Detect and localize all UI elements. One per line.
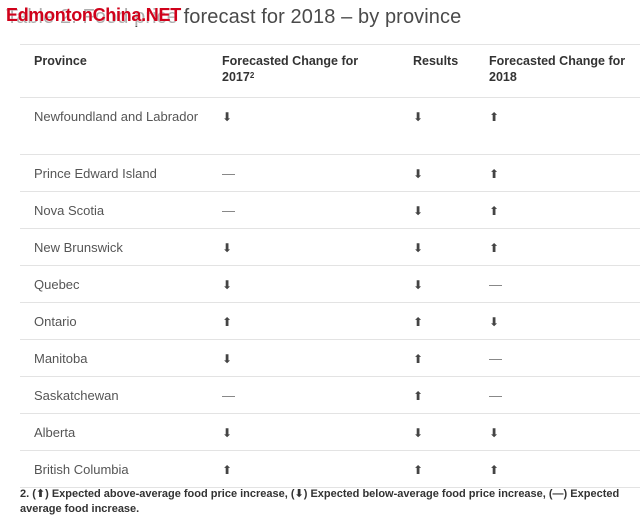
change-2018-cell: ⬆ [475,450,640,488]
up-arrow-icon: ⬆ [489,204,500,218]
change-2017-cell: ⬇ [208,339,399,377]
province-cell: Prince Edward Island [20,154,208,192]
down-arrow-icon: ⬇ [413,110,424,124]
header-province: Province [20,44,208,98]
forecast-table: Province Forecasted Change for 20172 Res… [20,44,640,488]
down-arrow-icon: ⬇ [222,110,233,124]
results-cell: ⬆ [399,450,475,488]
results-cell: ⬆ [399,302,475,340]
down-arrow-icon: ⬇ [222,241,233,255]
table-row: Nova Scotia — ⬇ ⬆ [20,191,640,229]
footnote: 2. (⬆) Expected above-average food price… [20,488,620,515]
header-results: Results [399,44,475,98]
header-change-2018: Forecasted Change for 2018 [475,44,640,98]
change-2017-cell: ⬆ [208,450,399,488]
table-body: Newfoundland and Labrador ⬇ ⬇ ⬆ Prince Edwar… [20,97,640,488]
watermark-logo: EdmontonChina.NET [6,5,183,26]
footnote-marker: 2 [249,71,255,80]
change-2017-cell: ⬇ [208,97,399,155]
table-row: British Columbia ⬆ ⬆ ⬆ [20,450,640,488]
results-cell: ⬇ [399,228,475,266]
province-cell: Alberta [20,413,208,451]
results-cell: ⬇ [399,265,475,303]
header-change-2017: Forecasted Change for 20172 [208,44,399,98]
province-cell: Quebec [20,265,208,303]
up-arrow-icon: ⬆ [413,352,424,366]
down-arrow-icon: ⬇ [413,426,424,440]
dash-icon: — [222,166,235,181]
change-2018-cell: ⬇ [475,302,640,340]
up-arrow-icon: ⬆ [489,241,500,255]
change-2017-cell: ⬆ [208,302,399,340]
table-row: Ontario ⬆ ⬆ ⬇ [20,302,640,340]
dash-icon: — [489,277,502,292]
header-row: Province Forecasted Change for 20172 Res… [20,44,640,98]
change-2017-cell: — [208,191,399,229]
down-arrow-icon: ⬇ [489,315,500,329]
down-arrow-icon: ⬇ [413,241,424,255]
up-arrow-icon: ⬆ [489,110,500,124]
up-arrow-icon: ⬆ [413,463,424,477]
dash-icon: — [489,388,502,403]
up-arrow-icon: ⬆ [489,167,500,181]
province-cell: New Brunswick [20,228,208,266]
province-cell: Saskatchewan [20,376,208,414]
up-arrow-icon: ⬆ [222,463,233,477]
down-arrow-icon: ⬇ [222,426,233,440]
change-2017-cell: ⬇ [208,265,399,303]
change-2018-cell: — [475,376,640,414]
up-arrow-icon: ⬆ [489,463,500,477]
province-cell: Newfoundland and Labrador [20,97,208,155]
table-row: Alberta ⬇ ⬇ ⬇ [20,413,640,451]
change-2018-cell: ⬆ [475,154,640,192]
up-arrow-icon: ⬆ [222,315,233,329]
change-2017-cell: ⬇ [208,228,399,266]
province-cell: Nova Scotia [20,191,208,229]
province-cell: Ontario [20,302,208,340]
change-2018-cell: ⬆ [475,97,640,155]
province-cell: British Columbia [20,450,208,488]
table-row: Saskatchewan — ⬆ — [20,376,640,414]
results-cell: ⬇ [399,191,475,229]
up-arrow-icon: ⬆ [413,315,424,329]
up-arrow-icon: ⬆ [413,389,424,403]
table-row: Manitoba ⬇ ⬆ — [20,339,640,377]
change-2018-cell: — [475,265,640,303]
results-cell: ⬆ [399,339,475,377]
results-cell: ⬆ [399,376,475,414]
results-cell: ⬇ [399,97,475,155]
change-2018-cell: ⬆ [475,191,640,229]
results-cell: ⬇ [399,413,475,451]
header-change-2017-label: Forecasted Change for 2017 [222,54,359,84]
table-row: Quebec ⬇ ⬇ — [20,265,640,303]
down-arrow-icon: ⬇ [222,352,233,366]
table-row: New Brunswick ⬇ ⬇ ⬆ [20,228,640,266]
down-arrow-icon: ⬇ [413,204,424,218]
change-2017-cell: — [208,376,399,414]
results-cell: ⬇ [399,154,475,192]
down-arrow-icon: ⬇ [413,278,424,292]
table-header: Province Forecasted Change for 20172 Res… [20,44,640,98]
change-2018-cell: ⬆ [475,228,640,266]
change-2017-cell: — [208,154,399,192]
dash-icon: — [222,203,235,218]
dash-icon: — [489,351,502,366]
table-row: Newfoundland and Labrador ⬇ ⬇ ⬆ [20,97,640,155]
table-row: Prince Edward Island — ⬇ ⬆ [20,154,640,192]
province-cell: Manitoba [20,339,208,377]
down-arrow-icon: ⬇ [222,278,233,292]
change-2018-cell: — [475,339,640,377]
down-arrow-icon: ⬇ [489,426,500,440]
change-2018-cell: ⬇ [475,413,640,451]
dash-icon: — [222,388,235,403]
change-2017-cell: ⬇ [208,413,399,451]
down-arrow-icon: ⬇ [413,167,424,181]
title-area: Table 2: Food price forecast for 2018 – … [6,2,636,34]
